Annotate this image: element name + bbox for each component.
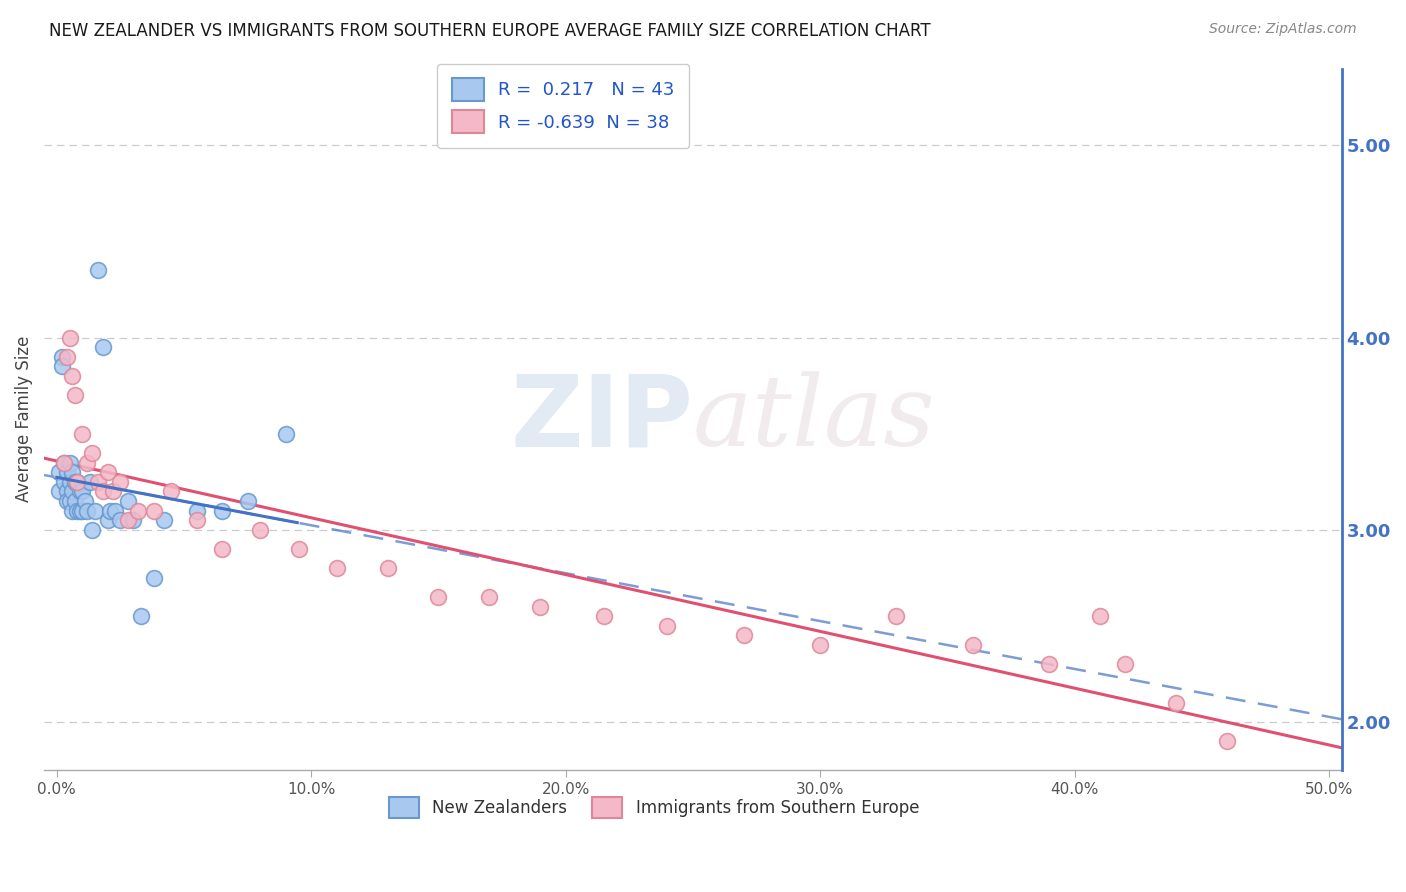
Point — [236, 494, 259, 508]
Point — [86, 475, 108, 489]
Point — [72, 503, 94, 517]
Point — [733, 628, 755, 642]
Point — [122, 513, 145, 527]
Point — [53, 455, 76, 469]
Point — [53, 475, 76, 489]
Text: atlas: atlas — [693, 372, 935, 467]
Point — [1038, 657, 1060, 672]
Legend: New Zealanders, Immigrants from Southern Europe: New Zealanders, Immigrants from Southern… — [382, 790, 925, 825]
Point — [82, 446, 104, 460]
Point — [58, 455, 80, 469]
Point — [377, 561, 399, 575]
Point — [886, 609, 908, 624]
Point — [66, 475, 89, 489]
Point — [58, 475, 80, 489]
Point — [56, 494, 79, 508]
Point — [117, 494, 139, 508]
Point — [69, 503, 91, 517]
Point — [53, 455, 76, 469]
Point — [529, 599, 551, 614]
Point — [142, 503, 165, 517]
Point — [56, 350, 79, 364]
Text: ZIP: ZIP — [510, 371, 693, 467]
Point — [58, 330, 80, 344]
Point — [101, 484, 124, 499]
Point — [249, 523, 271, 537]
Point — [152, 513, 174, 527]
Point — [129, 609, 152, 624]
Point — [274, 426, 297, 441]
Point — [110, 513, 132, 527]
Point — [160, 484, 183, 499]
Point — [63, 494, 86, 508]
Point — [91, 484, 114, 499]
Point — [72, 484, 94, 499]
Point — [97, 465, 120, 479]
Point — [51, 359, 73, 374]
Point — [117, 513, 139, 527]
Point — [186, 503, 208, 517]
Point — [287, 541, 309, 556]
Point — [808, 638, 831, 652]
Point — [91, 340, 114, 354]
Point — [86, 263, 108, 277]
Point — [1114, 657, 1136, 672]
Point — [60, 369, 83, 384]
Point — [63, 475, 86, 489]
Point — [69, 484, 91, 499]
Point — [1166, 696, 1188, 710]
Point — [58, 494, 80, 508]
Point — [1216, 734, 1239, 748]
Point — [1088, 609, 1111, 624]
Point — [60, 484, 83, 499]
Point — [76, 455, 98, 469]
Point — [427, 590, 450, 604]
Point — [98, 503, 121, 517]
Point — [104, 503, 127, 517]
Point — [48, 484, 70, 499]
Y-axis label: Average Family Size: Average Family Size — [15, 336, 32, 502]
Point — [72, 426, 94, 441]
Point — [60, 503, 83, 517]
Point — [593, 609, 616, 624]
Point — [66, 503, 89, 517]
Point — [51, 350, 73, 364]
Point — [962, 638, 984, 652]
Point — [66, 475, 89, 489]
Point — [76, 503, 98, 517]
Text: Source: ZipAtlas.com: Source: ZipAtlas.com — [1209, 22, 1357, 37]
Point — [186, 513, 208, 527]
Point — [82, 523, 104, 537]
Point — [478, 590, 501, 604]
Point — [657, 619, 679, 633]
Point — [56, 465, 79, 479]
Point — [211, 541, 233, 556]
Point — [127, 503, 149, 517]
Point — [63, 388, 86, 402]
Point — [56, 484, 79, 499]
Text: NEW ZEALANDER VS IMMIGRANTS FROM SOUTHERN EUROPE AVERAGE FAMILY SIZE CORRELATION: NEW ZEALANDER VS IMMIGRANTS FROM SOUTHER… — [49, 22, 931, 40]
Point — [73, 494, 96, 508]
Point — [97, 513, 120, 527]
Point — [325, 561, 347, 575]
Point — [79, 475, 101, 489]
Point — [84, 503, 107, 517]
Point — [211, 503, 233, 517]
Point — [60, 465, 83, 479]
Point — [142, 571, 165, 585]
Point — [48, 465, 70, 479]
Point — [110, 475, 132, 489]
